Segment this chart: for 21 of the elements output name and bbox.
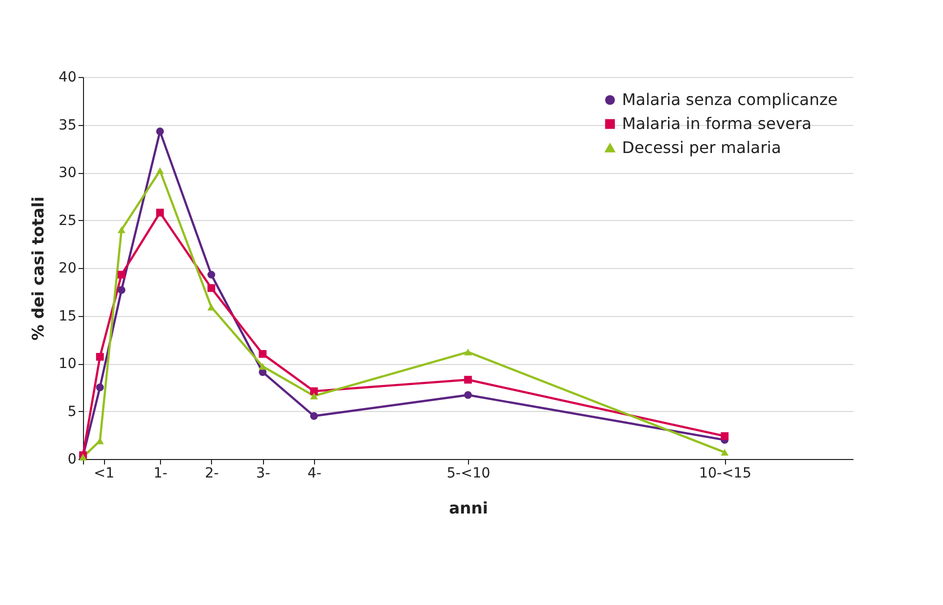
x-tick-label: 1- bbox=[154, 466, 168, 482]
y-tick-label: 0 bbox=[68, 452, 76, 468]
y-tick-label: 25 bbox=[58, 212, 76, 229]
y-axis-title: % dei casi totali bbox=[28, 196, 48, 340]
x-tick-label: 2- bbox=[204, 466, 219, 482]
legend-label: Decessi per malaria bbox=[622, 138, 782, 157]
x-tick-label: 5-<10 bbox=[446, 466, 490, 482]
y-tick-label: 40 bbox=[58, 70, 76, 86]
x-tick-label: <1 bbox=[94, 466, 114, 482]
x-axis-title: anni bbox=[448, 498, 488, 518]
y-tick-label: 20 bbox=[58, 260, 76, 276]
y-tick-label: 5 bbox=[68, 404, 76, 420]
x-tick-label: 4- bbox=[308, 466, 322, 482]
y-tick-label: 35 bbox=[58, 117, 76, 134]
legend-label: Malaria senza complicanze bbox=[622, 90, 838, 109]
y-tick-label: 30 bbox=[58, 165, 76, 181]
x-tick-label: 3- bbox=[256, 466, 270, 482]
y-tick-label: 15 bbox=[58, 308, 76, 324]
legend-label: Malaria in forma severa bbox=[622, 114, 812, 133]
x-tick-label: 10-<15 bbox=[698, 466, 752, 482]
y-tick-label: 10 bbox=[58, 356, 76, 372]
